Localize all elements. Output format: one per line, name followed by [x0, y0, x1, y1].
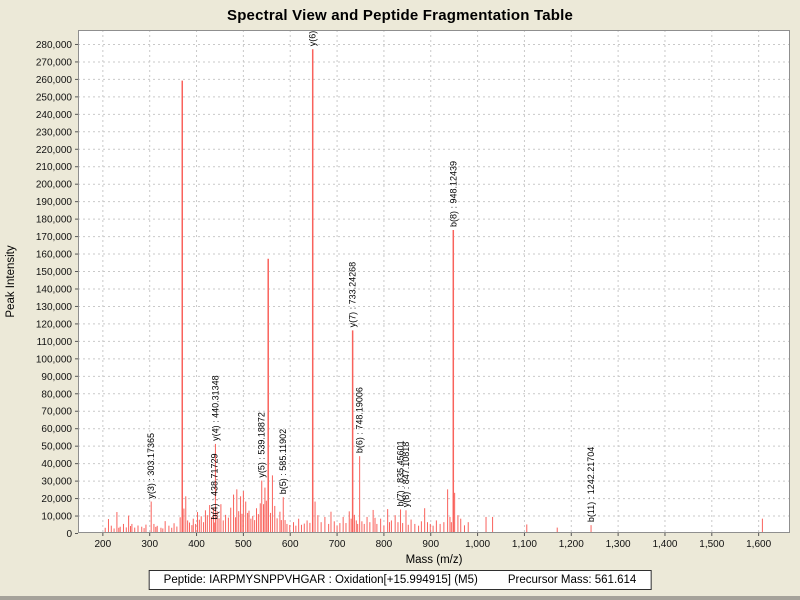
y-axis-title: Peak Intensity: [5, 245, 17, 317]
y-tick-label: 190,000: [36, 197, 73, 208]
precursor-mass-label: Precursor Mass: 561.614: [507, 574, 637, 586]
plot-area[interactable]: [78, 30, 790, 533]
y-tick-label: 50,000: [41, 442, 72, 453]
peak-label: b(5) : 585.11902: [278, 429, 288, 494]
x-tick-label: 1,300: [606, 539, 631, 550]
axis-ticks: [75, 43, 760, 536]
x-tick-label: 800: [376, 539, 393, 550]
y-tick-label: 260,000: [36, 75, 73, 86]
x-tick-label: 600: [282, 539, 299, 550]
peak-label: y(4) : 440.31348: [210, 375, 220, 441]
y-tick-label: 270,000: [36, 57, 73, 68]
y-tick-label: 100,000: [36, 354, 73, 365]
y-tick-label: 40,000: [41, 459, 72, 470]
y-tick-label: 80,000: [41, 389, 72, 400]
y-tick-label: 90,000: [41, 372, 72, 383]
y-tick-label: 280,000: [36, 40, 73, 51]
y-tick-label: 240,000: [36, 110, 73, 121]
x-tick-label: 1,100: [512, 539, 537, 550]
y-tick-label: 220,000: [36, 145, 73, 156]
y-tick-label: 180,000: [36, 215, 73, 226]
peak-label: b(4) : 438.71729: [210, 453, 220, 519]
y-tick-label: 210,000: [36, 162, 73, 173]
x-tick-label: 500: [235, 539, 252, 550]
y-tick-label: 200,000: [36, 180, 73, 191]
y-tick-label: 130,000: [36, 302, 73, 313]
peak-label: y(7) : 733.24268: [348, 262, 358, 328]
peak-labels-layer: y(3) : 303.17365 b(4) : 438.71729 y(4) : 4…: [146, 26, 596, 522]
y-tick-label: 170,000: [36, 232, 73, 243]
peak-label: b(6) : 748.19006: [355, 387, 365, 453]
axis-tick-labels: 200 300 400 500 600 700 800 900 1,000 1,100 1,200 1…: [36, 40, 772, 550]
y-tick-label: 0: [66, 529, 72, 540]
x-tick-label: 1,200: [559, 539, 584, 550]
peak-label: b(11) : 1242.21704: [586, 447, 596, 522]
peak-label: y(8) : 847.10818: [401, 442, 411, 508]
y-tick-label: 150,000: [36, 267, 73, 278]
gridlines: [78, 30, 790, 533]
spectrum-svg[interactable]: y(3) : 303.17365 b(4) : 438.71729 y(4) : 4…: [0, 0, 800, 568]
y-tick-label: 10,000: [41, 512, 72, 523]
y-tick-label: 60,000: [41, 424, 72, 435]
chart-title: Spectral View and Peptide Fragmentation …: [226, 7, 574, 24]
peak-label: y(5) : 539.18872: [257, 412, 267, 478]
x-tick-label: 1,000: [465, 539, 490, 550]
y-tick-label: 30,000: [41, 477, 72, 488]
x-tick-label: 900: [422, 539, 439, 550]
peak-label: y(3) : 303.17365: [146, 433, 156, 499]
x-tick-label: 200: [95, 539, 112, 550]
y-tick-label: 70,000: [41, 407, 72, 418]
peak-label: b(7) : 835.45601: [396, 440, 406, 506]
x-tick-label: 300: [141, 539, 158, 550]
x-axis-title: Mass (m/z): [406, 554, 463, 566]
spectrum-chart[interactable]: y(3) : 303.17365 b(4) : 438.71729 y(4) : 4…: [0, 0, 800, 568]
peak-label: y(6) :: [308, 26, 318, 47]
y-tick-label: 160,000: [36, 250, 73, 261]
x-tick-label: 400: [188, 539, 205, 550]
y-tick-label: 250,000: [36, 92, 73, 103]
y-tick-label: 20,000: [41, 494, 72, 505]
x-tick-label: 1,400: [652, 539, 677, 550]
peak-label: b(8) : 948.12439: [448, 161, 458, 227]
peptide-label: Peptide: IARPMYSNPPVHGAR : Oxidation[+15…: [163, 574, 478, 586]
y-tick-label: 230,000: [36, 127, 73, 138]
y-tick-label: 140,000: [36, 284, 73, 295]
x-tick-label: 700: [329, 539, 346, 550]
peaks-layer: [104, 49, 763, 533]
peptide-info-bar: Peptide: IARPMYSNPPVHGAR : Oxidation[+15…: [148, 570, 652, 590]
y-tick-label: 110,000: [37, 337, 73, 348]
plot-border: [78, 30, 790, 533]
y-tick-label: 120,000: [36, 319, 73, 330]
x-tick-label: 1,600: [746, 539, 771, 550]
window-bottom-edge: [0, 596, 800, 600]
x-tick-label: 1,500: [699, 539, 724, 550]
